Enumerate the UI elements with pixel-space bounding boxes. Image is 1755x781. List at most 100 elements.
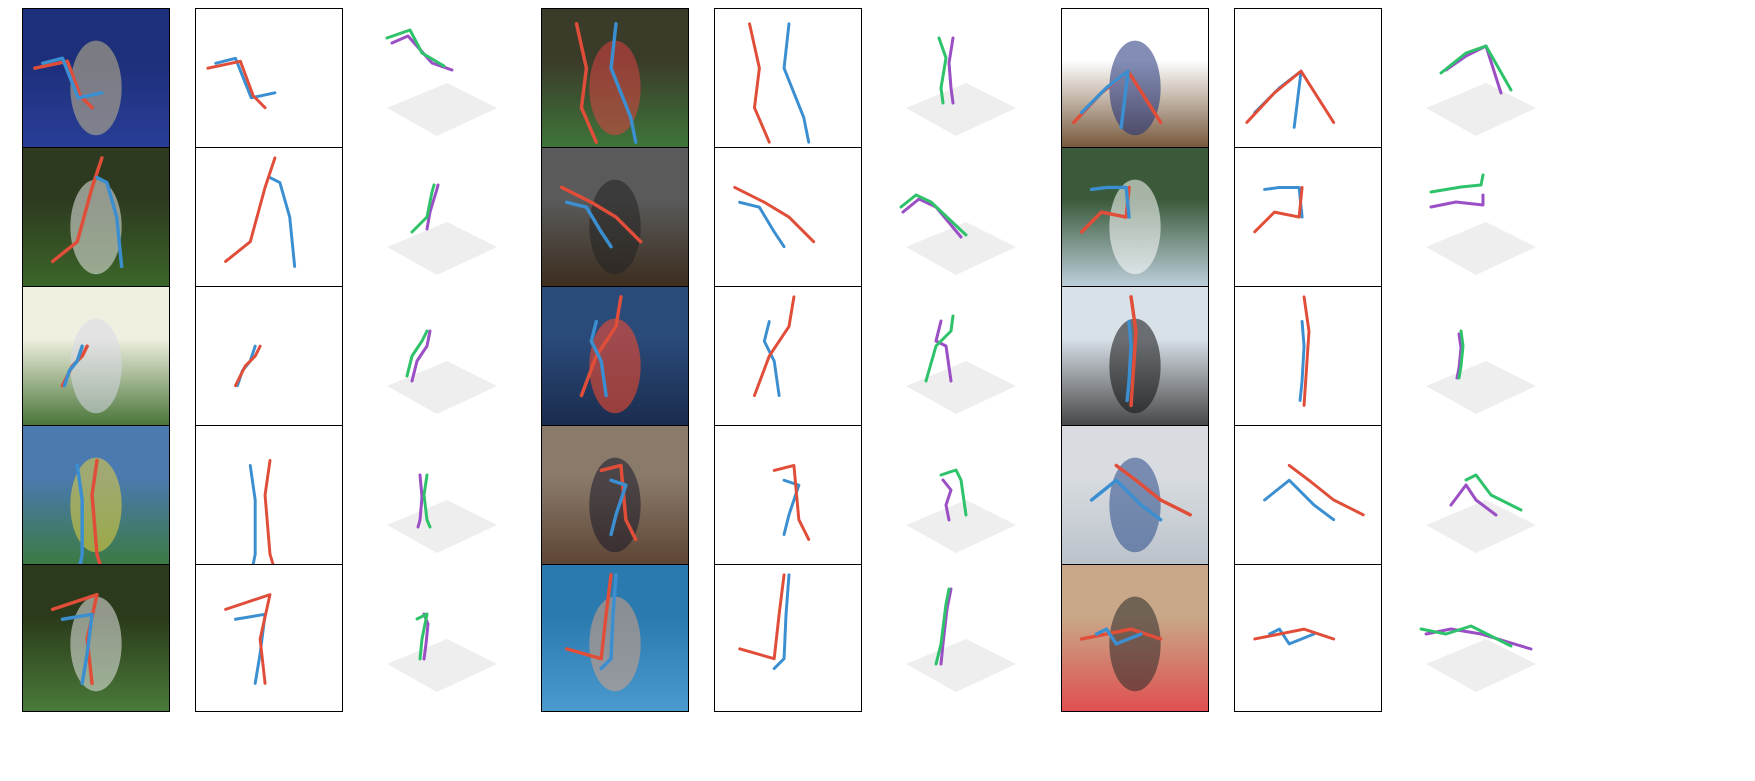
- input-photo: [22, 425, 170, 573]
- skeleton-3d: [387, 183, 497, 275]
- skeleton-2d-right-limb: [1245, 69, 1336, 124]
- skeleton-3d-panel: [891, 564, 1041, 712]
- input-photo: [1061, 425, 1209, 573]
- photo-skeleton-overlay: [33, 40, 122, 136]
- skeleton-2d-right-limb: [233, 344, 262, 388]
- pose-row: [0, 147, 1755, 295]
- skeleton-3d-right-limb: [934, 319, 953, 383]
- ground-plane: [1426, 222, 1536, 275]
- skeleton-2d: [206, 56, 277, 110]
- overlay-right-limb: [90, 458, 102, 566]
- skeleton-2d: [772, 463, 811, 541]
- skeleton-2d-right-limb: [738, 573, 786, 661]
- skeleton-2d-panel: [195, 564, 343, 712]
- skeleton-2d-panel: [714, 425, 862, 573]
- ground-plane: [906, 83, 1016, 136]
- skeleton-3d-left-limb: [939, 468, 968, 517]
- skeleton-3d-panel: [891, 147, 1041, 295]
- skeleton-3d-right-limb: [939, 587, 953, 666]
- input-photo: [541, 564, 689, 712]
- skeleton-3d: [385, 28, 497, 136]
- overlay-right-limb: [560, 185, 643, 244]
- skeleton-3d-right-limb: [410, 329, 432, 383]
- skeleton-3d-panel: [1411, 8, 1561, 156]
- skeleton-3d-panel: [1411, 564, 1561, 712]
- input-photo: [22, 286, 170, 434]
- input-photo: [22, 564, 170, 712]
- skeleton-3d: [906, 36, 1016, 136]
- overlay-left-limb: [62, 344, 84, 388]
- skeleton-2d-left-limb: [1253, 69, 1303, 129]
- skeleton-3d-left-limb: [899, 193, 968, 237]
- skeleton-3d-panel: [1411, 425, 1561, 573]
- skeleton-2d-panel: [714, 286, 862, 434]
- overlay-left-limb: [599, 573, 618, 671]
- photo-skeleton-overlay: [70, 457, 122, 566]
- photo-skeleton-overlay: [1080, 596, 1163, 692]
- overlay-left-limb: [564, 200, 613, 249]
- overlay-right-limb: [579, 295, 623, 398]
- skeleton-2d-left-limb: [1298, 320, 1306, 402]
- ground-plane: [906, 361, 1016, 414]
- skeleton-3d-left-limb: [1464, 473, 1523, 512]
- skeleton-2d: [748, 22, 811, 144]
- ground-plane: [1426, 639, 1536, 692]
- photo-skeleton-overlay: [579, 295, 641, 414]
- skeleton-3d: [899, 193, 1016, 275]
- skeleton-3d-right-limb: [416, 473, 424, 529]
- skeleton-2d-left-limb: [738, 200, 786, 249]
- skeleton-2d-right-limb: [772, 463, 811, 541]
- skeleton-3d-left-limb: [937, 36, 948, 105]
- skeleton-2d-panel: [195, 8, 343, 156]
- skeleton-3d-right-limb: [1455, 332, 1463, 380]
- skeleton-2d: [1245, 69, 1336, 129]
- skeleton-2d-left-limb: [782, 22, 811, 144]
- overlay-left-limb: [609, 22, 638, 144]
- ground-plane: [906, 222, 1016, 275]
- skeleton-3d-panel: [372, 8, 522, 156]
- skeleton-2d-left-limb: [1268, 627, 1316, 646]
- skeleton-3d-panel: [1411, 147, 1561, 295]
- photo-skeleton-overlay: [574, 22, 641, 144]
- skeleton-3d-left-limb: [1439, 44, 1513, 92]
- skeleton-3d-panel: [891, 286, 1041, 434]
- skeleton-3d-right-limb: [425, 183, 440, 231]
- photo-skeleton-overlay: [60, 318, 122, 414]
- skeleton-2d-left-limb: [248, 463, 257, 566]
- skeleton-3d-left-limb: [1429, 173, 1485, 194]
- skeleton-3d: [1426, 473, 1536, 553]
- ground-plane: [387, 222, 497, 275]
- skeleton-3d-panel: [891, 425, 1041, 573]
- person-silhouette: [589, 318, 641, 414]
- input-photo: [22, 8, 170, 156]
- overlay-left-limb: [1089, 185, 1131, 219]
- input-photo: [541, 286, 689, 434]
- skeleton-3d-left-limb: [422, 473, 432, 529]
- overlay-right-limb: [1080, 627, 1163, 641]
- skeleton-2d: [1298, 295, 1311, 407]
- skeleton-2d-panel: [1234, 147, 1382, 295]
- skeleton-2d-left-limb: [762, 320, 781, 397]
- skeleton-3d-left-limb: [1419, 624, 1513, 648]
- skeleton-3d-left-limb: [410, 183, 436, 234]
- skeleton-2d-right-limb: [1253, 185, 1304, 234]
- ground-plane: [1426, 361, 1536, 414]
- person-silhouette: [1109, 596, 1161, 692]
- skeleton-3d-left-limb: [1457, 329, 1465, 380]
- skeleton-3d-left-limb: [934, 587, 951, 666]
- skeleton-2d-right-limb: [224, 156, 277, 263]
- ground-plane: [1426, 83, 1536, 136]
- skeleton-2d-right-limb: [752, 295, 796, 397]
- skeleton-2d: [1253, 185, 1304, 234]
- skeleton-3d-right-limb: [947, 36, 955, 105]
- skeleton-3d-right-limb: [1449, 483, 1498, 517]
- overlay-left-limb: [95, 175, 124, 269]
- person-silhouette: [70, 596, 122, 692]
- skeleton-3d: [387, 329, 497, 414]
- input-photo: [22, 147, 170, 295]
- person-silhouette: [1109, 457, 1161, 553]
- skeleton-2d-panel: [1234, 286, 1382, 434]
- skeleton-3d-right-limb: [1429, 193, 1485, 209]
- photo-skeleton-overlay: [1080, 179, 1161, 275]
- ground-plane: [1426, 500, 1536, 553]
